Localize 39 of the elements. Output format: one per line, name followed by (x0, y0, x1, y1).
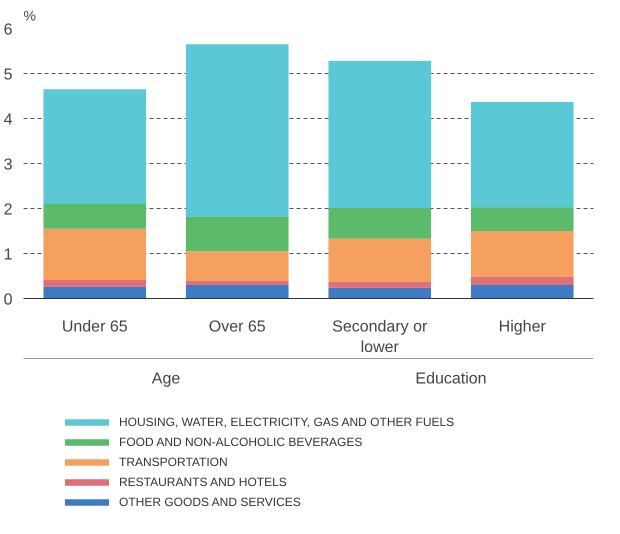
y-tick-label: 3 (4, 156, 13, 174)
bar (43, 89, 146, 204)
bar (470, 285, 574, 298)
y-tick-label: 5 (4, 66, 13, 84)
bar (470, 207, 574, 231)
bar (186, 280, 289, 285)
y-tick-label: 1 (4, 246, 13, 264)
bar (186, 285, 289, 298)
legend-label: FOOD AND NON-ALCOHOLIC BEVERAGES (119, 434, 362, 450)
x-tick-label: Higher (498, 318, 546, 336)
x-tick-label: Secondary or lower (332, 318, 428, 356)
y-tick-label: 4 (4, 112, 13, 128)
bar (328, 288, 432, 298)
bar (470, 231, 574, 277)
x-tick-label: Under 65 (62, 318, 128, 336)
legend-label: HOUSING, WATER, ELECTRICITY, GAS AND OTHER FUELS (119, 414, 454, 430)
bar (328, 60, 432, 208)
text: Education (415, 370, 487, 388)
bar (43, 204, 146, 229)
bar (328, 208, 432, 239)
legend-label: OTHER GOODS AND SERVICES (119, 494, 301, 510)
bar (43, 280, 146, 287)
legend-label: RESTAURANTS AND HOTELS (119, 474, 287, 490)
legend-label: TRANSPORTATION (119, 454, 228, 470)
bar (186, 44, 289, 217)
y-tick-label: 2 (4, 202, 13, 218)
bar (43, 228, 146, 280)
bar (470, 276, 574, 285)
bar (328, 238, 432, 282)
text: Age (152, 370, 180, 388)
bar (470, 102, 574, 208)
y-axis-title: % (24, 8, 36, 24)
x-tick-label: Over 65 (208, 318, 266, 336)
bar (43, 286, 146, 298)
y-tick-label: 0 (4, 292, 13, 308)
y-tick-label: 6 (4, 22, 13, 38)
bar (328, 282, 432, 288)
bar (186, 216, 289, 252)
bar (186, 251, 289, 281)
